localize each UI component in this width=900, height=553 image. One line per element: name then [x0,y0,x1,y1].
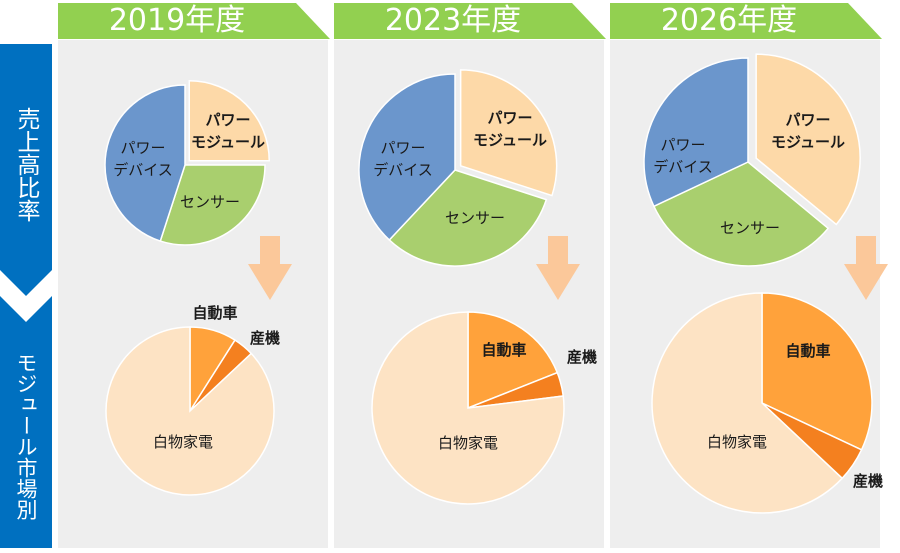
pie-slice [755,53,861,226]
slice-label: パワーモジュール [191,111,265,151]
slice-label: パワーモジュール [473,109,547,149]
pie-slice [388,169,548,267]
year-tab-2026: 2026年度 [610,3,882,39]
slice-label: 白物家電 [153,433,213,451]
pie-slice [467,311,559,410]
pie-slice [159,164,266,246]
pie-slice [651,292,844,514]
slice-label: パワーデバイス [113,139,173,179]
pie-slice [761,292,873,451]
slice-label: センサー [720,219,780,237]
side-label-text: モジュール市場別 [14,352,38,520]
down-arrow-icon [248,236,292,300]
slice-label: センサー [445,209,505,227]
slice-label: センサー [180,193,240,211]
side-label-module-market: モジュール市場別 [0,296,52,548]
year-tab-shape [334,3,606,39]
pie-slice [652,161,830,267]
slice-label: 白物家電 [438,434,498,452]
slice-label: 産機 [567,348,597,366]
side-label-sales-ratio: 売上高比率 [0,44,52,296]
slice-label: パワーデバイス [653,136,713,176]
slice-label: パワーモジュール [771,111,845,151]
year-tab-shape [610,3,882,39]
year-label: 2019年度 [108,3,246,38]
slice-label: 産機 [853,472,883,490]
side-chevron-shape [0,44,52,296]
slice-label: 白物家電 [707,433,767,451]
pie-slice [105,326,275,496]
year-label: 2023年度 [384,3,522,38]
year-tab-2019: 2019年度 [58,3,330,39]
pie-slice [358,73,456,242]
year-tab-shape [58,3,330,39]
pie-slice [643,57,749,208]
pie-slice [104,84,186,243]
side-label-text: 売上高比率 [13,106,39,222]
down-arrow-icon [536,236,580,300]
year-label: 2026年度 [660,3,798,38]
slice-label: 産機 [250,329,280,347]
slice-label: 自動車 [192,304,237,322]
slice-label: 自動車 [785,342,830,360]
pie-slice [371,311,565,505]
year-tab-2023: 2023年度 [334,3,606,39]
side-chevron-shape [0,296,52,548]
down-arrow-icon [844,236,888,300]
pie-slice [188,80,270,162]
pie-slice [459,69,558,197]
slice-label: パワーデバイス [373,139,433,179]
slice-label: 自動車 [481,341,526,359]
